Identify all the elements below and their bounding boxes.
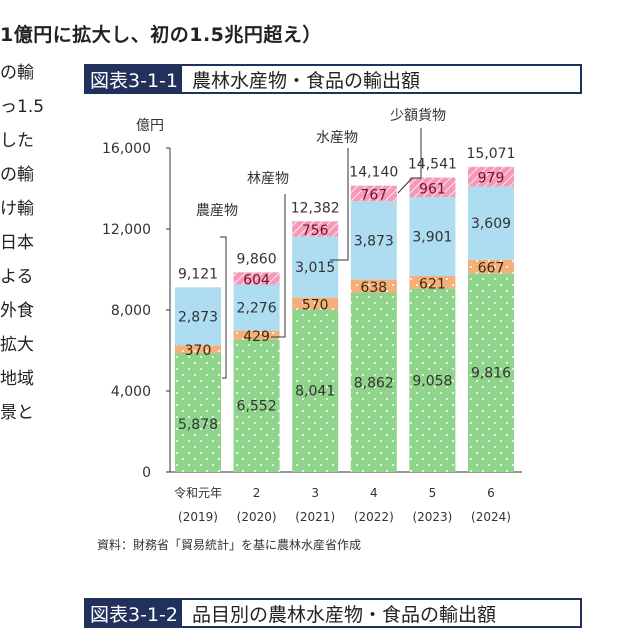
bar-pattern-forest <box>350 279 397 293</box>
bar-segment-fish <box>175 287 221 346</box>
body-text-line: 拡大 <box>0 335 34 355</box>
bar-pattern-agri <box>468 273 514 472</box>
series-label-small: 少額貨物 <box>390 107 446 124</box>
data-label-forest: 370 <box>185 343 212 359</box>
data-label-total: 15,071 <box>467 146 516 162</box>
figure2-title: 品目別の農林水産物・食品の輸出額 <box>191 603 496 626</box>
body-text-line: 地域 <box>0 369 34 389</box>
x-tick-label: 2 <box>253 486 261 500</box>
leader-line-forest <box>271 194 286 338</box>
data-label-forest: 638 <box>360 280 387 296</box>
bar-pattern-forest <box>292 297 339 310</box>
bar-pattern-small <box>292 221 339 237</box>
data-label-agri: 6,552 <box>237 399 277 415</box>
data-label-fish: 3,609 <box>471 216 511 232</box>
x-tick-year-label: (2019) <box>178 510 218 524</box>
figure2-title-bar: 図表3-1-2 品目別の農林水産物・食品の輸出額 <box>84 598 582 628</box>
leader-line-fish <box>330 148 349 261</box>
bar-segment-fish <box>409 197 456 277</box>
data-label-fish: 3,901 <box>412 230 452 246</box>
bar-pattern-small <box>350 185 397 202</box>
bar-pattern-small <box>233 272 280 285</box>
bar-pattern-agri <box>233 339 280 472</box>
data-label-forest: 621 <box>419 276 446 292</box>
data-label-total: 9,121 <box>178 266 218 282</box>
x-tick-year-label: (2020) <box>237 510 277 524</box>
body-text-line: っ1.5 <box>0 97 45 117</box>
data-label-total: 14,140 <box>349 165 398 181</box>
body-text-line: け輸 <box>0 199 34 219</box>
figure-title: 農林水産物・食品の輸出額 <box>191 69 420 92</box>
body-text-line: 景と <box>0 403 34 423</box>
y-axis-unit-label: 億円 <box>136 118 164 134</box>
bar-pattern-small <box>409 177 456 198</box>
data-label-fish: 2,276 <box>237 301 277 317</box>
data-label-total: 9,860 <box>237 251 277 267</box>
data-label-forest: 667 <box>478 260 505 276</box>
bar-pattern-forest <box>409 276 456 289</box>
data-label-agri: 9,058 <box>412 373 452 389</box>
x-tick-year-label: (2022) <box>354 510 394 524</box>
y-tick-label: 0 <box>142 465 151 481</box>
body-text-line: の輸 <box>0 165 34 185</box>
data-label-forest: 570 <box>302 297 329 313</box>
data-label-fish: 2,873 <box>178 309 218 325</box>
bar-pattern-agri <box>350 292 397 472</box>
leader-line-agri <box>220 236 227 379</box>
y-tick-label: 8,000 <box>111 303 151 319</box>
data-label-total: 14,541 <box>408 157 457 173</box>
body-text-line: 日本 <box>0 233 34 253</box>
bar-pattern-agri <box>292 309 339 472</box>
leader-line-small <box>397 128 422 194</box>
bar-pattern-agri <box>175 352 221 472</box>
data-label-fish: 3,873 <box>354 233 394 249</box>
figure2-number: 図表3-1-2 <box>86 600 182 626</box>
data-label-agri: 5,878 <box>178 417 218 433</box>
data-label-agri: 8,862 <box>354 375 394 391</box>
x-tick-label: 令和元年 <box>174 485 222 500</box>
x-tick-label: 6 <box>487 486 495 500</box>
bar-segment-fish <box>292 236 339 298</box>
body-text-line: よる <box>0 267 34 287</box>
bar-segment-fish <box>350 201 397 280</box>
data-label-agri: 9,816 <box>471 366 511 382</box>
data-label-total: 12,382 <box>291 200 340 216</box>
x-tick-year-label: (2024) <box>471 510 511 524</box>
data-label-agri: 8,041 <box>295 384 335 400</box>
bar-segment-fish <box>233 284 280 331</box>
data-label-fish: 3,015 <box>295 260 335 276</box>
body-text-line: の輸 <box>0 63 34 83</box>
data-label-small: 767 <box>360 187 387 203</box>
data-label-forest: 429 <box>243 329 270 345</box>
section-heading: 1億円に拡大し、初の1.5兆円超え） <box>0 24 322 46</box>
x-tick-label: 4 <box>370 486 378 500</box>
chart-source-note: 資料：財務省「貿易統計」を基に農林水産省作成 <box>97 538 362 552</box>
body-text-line: 外食 <box>0 301 34 321</box>
series-label-agri: 農産物 <box>196 203 238 219</box>
bar-pattern-forest <box>468 259 514 274</box>
bar-pattern-small <box>468 166 514 187</box>
figure-number: 図表3-1-1 <box>86 66 182 92</box>
bar-pattern-forest <box>175 345 221 353</box>
x-tick-label: 5 <box>429 486 437 500</box>
x-tick-label: 3 <box>311 486 319 500</box>
x-tick-year-label: (2023) <box>412 510 452 524</box>
figure-title-bar: 図表3-1-1 農林水産物・食品の輸出額 <box>84 64 582 94</box>
y-tick-label: 16,000 <box>102 141 151 157</box>
y-tick-label: 12,000 <box>102 222 151 238</box>
data-label-small: 604 <box>243 272 270 288</box>
bar-pattern-agri <box>409 288 456 472</box>
data-label-small: 979 <box>478 171 505 187</box>
series-label-forest: 林産物 <box>247 171 289 187</box>
x-tick-year-label: (2021) <box>295 510 335 524</box>
bar-pattern-forest <box>233 330 280 340</box>
bar-segment-fish <box>468 186 514 260</box>
data-label-small: 961 <box>419 181 446 197</box>
series-label-fish: 水産物 <box>316 130 358 146</box>
data-label-small: 756 <box>302 223 329 239</box>
y-tick-label: 4,000 <box>111 384 151 400</box>
body-text-line: した <box>0 131 34 151</box>
